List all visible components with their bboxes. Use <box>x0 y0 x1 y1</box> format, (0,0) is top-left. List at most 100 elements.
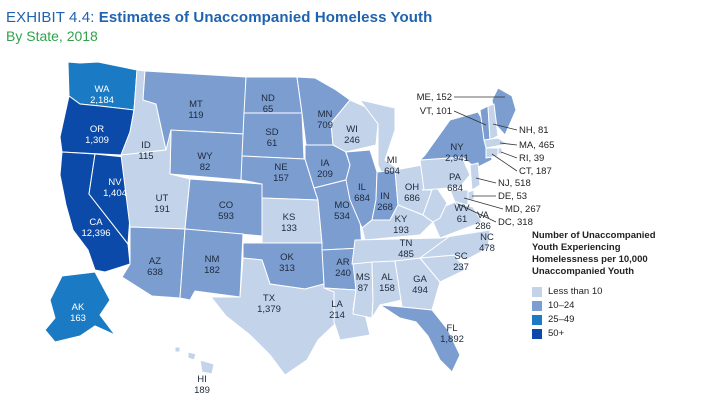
state-abbr: UT <box>156 193 169 204</box>
state-dc <box>455 201 459 206</box>
state-value: 65 <box>263 104 274 115</box>
state-value: 684 <box>447 183 463 194</box>
leader-line-nh <box>492 123 518 131</box>
callout-label-ma: MA, 465 <box>519 140 554 151</box>
state-nm <box>179 228 244 301</box>
state-label-ia: IA 209 <box>317 158 333 180</box>
state-value: 2,941 <box>445 153 469 164</box>
state-value: 87 <box>358 283 369 294</box>
state-abbr: IA <box>321 158 331 169</box>
state-abbr: AL <box>381 272 393 283</box>
state-tx <box>209 257 338 376</box>
legend-item-10-24: 10–24 <box>532 300 702 311</box>
state-hi2 <box>187 351 197 361</box>
state-value: 82 <box>200 162 211 173</box>
state-abbr: TN <box>400 238 413 249</box>
state-abbr: CO <box>219 200 233 211</box>
state-label-ut: UT 191 <box>154 193 170 215</box>
chart-title: Estimates of Unaccompanied Homeless Yout… <box>98 9 433 26</box>
state-wi <box>330 99 379 153</box>
state-label-sc: SC 237 <box>453 251 469 273</box>
legend-label: 50+ <box>548 328 565 339</box>
state-value: 61 <box>457 214 468 225</box>
state-value: 534 <box>334 211 350 222</box>
state-value: 119 <box>188 110 203 121</box>
state-label-ks: KS 133 <box>281 212 297 234</box>
state-value: 2,184 <box>90 95 114 106</box>
callout-label-de: DE, 53 <box>498 191 527 202</box>
state-value: 268 <box>377 202 393 213</box>
callout-label-vt: VT, 101 <box>420 106 452 117</box>
state-label-nv: NV 1,404 <box>103 177 127 199</box>
leader-line-md <box>463 197 504 210</box>
state-de <box>467 189 475 201</box>
legend-title-line: Unaccompanied Youth <box>532 266 635 277</box>
callout-label-nh: NH, 81 <box>519 125 549 136</box>
state-abbr: IL <box>358 182 366 193</box>
state-value: 313 <box>279 263 295 274</box>
callout-label-ct: CT, 187 <box>519 166 552 177</box>
state-abbr: FL <box>446 323 457 334</box>
state-label-or: OR 1,309 <box>85 124 109 146</box>
state-label-ok: OK 313 <box>279 252 295 274</box>
state-abbr: VA <box>477 210 490 221</box>
state-value: 604 <box>384 166 400 177</box>
state-value: 709 <box>317 120 333 131</box>
leader-line-ct <box>491 153 518 172</box>
state-value: 214 <box>329 310 345 321</box>
callout-label-ri: RI, 39 <box>519 153 544 164</box>
legend-swatch <box>532 328 542 339</box>
legend-label: 10–24 <box>548 300 575 311</box>
legend-item-25-49: 25–49 <box>532 314 702 325</box>
state-label-mt: MT 119 <box>188 99 203 121</box>
state-abbr: GA <box>413 274 427 285</box>
leader-line-ri <box>500 151 518 159</box>
state-abbr: AK <box>72 302 85 313</box>
state-abbr: NV <box>108 177 122 188</box>
state-abbr: WY <box>197 151 213 162</box>
state-label-wv: WV 61 <box>454 203 470 225</box>
state-abbr: TX <box>263 293 276 304</box>
state-label-tx: TX 1,379 <box>257 293 281 315</box>
state-label-il: IL 684 <box>354 182 370 204</box>
state-fl <box>379 304 461 373</box>
state-abbr: WI <box>346 124 358 135</box>
state-value: 115 <box>138 151 153 162</box>
state-abbr: CA <box>89 217 103 228</box>
state-value: 286 <box>475 221 491 232</box>
state-md <box>449 189 469 206</box>
state-label-nm: NM 182 <box>204 254 220 276</box>
state-label-nd: ND 65 <box>261 93 275 115</box>
state-value: 163 <box>70 313 86 324</box>
legend-title-line: Youth Experiencing <box>532 242 621 253</box>
state-label-ca: CA 12,396 <box>81 217 110 239</box>
state-label-in: IN 268 <box>377 191 393 213</box>
legend-title-line: Number of Unaccompanied <box>532 230 656 241</box>
state-abbr: MT <box>189 99 203 110</box>
state-value: 593 <box>218 211 234 222</box>
state-label-la: LA 214 <box>329 299 345 321</box>
state-label-ky: KY 193 <box>393 214 409 236</box>
state-hi1 <box>174 346 181 353</box>
state-abbr: NC <box>480 232 494 243</box>
chart-subtitle: By State, 2018 <box>6 28 98 44</box>
title-block: EXHIBIT 4.4: Estimates of Unaccompanied … <box>6 9 432 44</box>
callout-label-nj: NJ, 518 <box>498 178 531 189</box>
state-value: 1,892 <box>440 334 464 345</box>
state-value: 157 <box>273 173 289 184</box>
state-label-mo: MO 534 <box>334 200 350 222</box>
leader-line-dc <box>457 203 497 223</box>
state-label-pa: PA 684 <box>447 172 463 194</box>
state-labels: WA 2,184 OR 1,309 CA 12,396 NV 1,404 ID 115 MT 119 W… <box>70 84 554 396</box>
state-value: 237 <box>453 262 469 273</box>
state-label-az: AZ 638 <box>147 256 163 278</box>
state-value: 1,379 <box>257 304 281 315</box>
state-label-wa: WA 2,184 <box>90 84 114 106</box>
state-value: 1,404 <box>103 188 127 199</box>
state-label-ga: GA 494 <box>412 274 428 296</box>
state-abbr: WA <box>95 84 111 95</box>
exhibit-number: EXHIBIT 4.4: <box>6 9 95 26</box>
state-value: 240 <box>335 268 351 279</box>
state-ma <box>483 137 510 149</box>
